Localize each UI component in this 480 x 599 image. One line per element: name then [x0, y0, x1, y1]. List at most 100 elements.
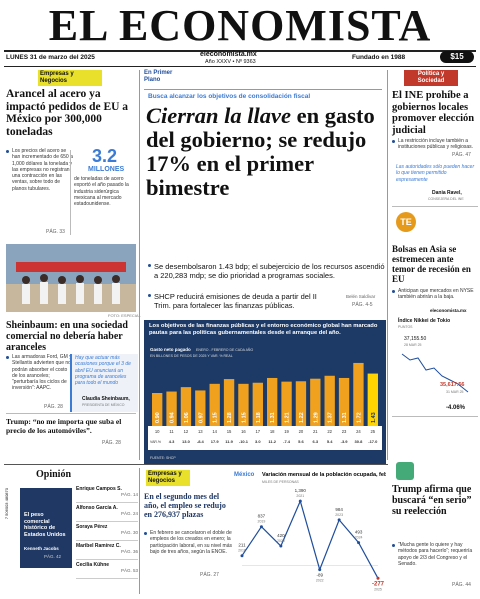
var-label: 17.9 [211, 439, 220, 444]
page-ref: PÁG. 53 [120, 568, 138, 573]
photo-credit: FOTO: ESPECIAL [108, 313, 141, 318]
rule [4, 66, 476, 67]
headline: En el segundo mes del año, el empleo se … [144, 492, 226, 519]
var-label: -17.0 [368, 439, 378, 444]
byline: Belén Saldívar [346, 294, 376, 299]
page-ref: PÁG. 14 [120, 492, 138, 497]
feature-author: Kenneth Jacobs [24, 546, 59, 551]
value-label: -89 [316, 573, 323, 578]
chart-unit: MILES DE PERSONAS [262, 480, 299, 484]
quote-author: Dania Ravel, [432, 190, 462, 196]
index-date: 28 MAR 25 [404, 343, 422, 347]
te-logo: TE [396, 212, 416, 232]
bar [223, 379, 235, 426]
headline: Trump afirma que buscará “en serio” su r… [392, 484, 472, 517]
logo [396, 462, 414, 480]
var-label: -8.4 [197, 439, 205, 444]
bullet: En febrero se cancelaron el doble de emp… [144, 530, 234, 555]
value-label: 211 [238, 543, 246, 548]
index-date: 31 MAR 25 [446, 390, 464, 394]
point [279, 544, 283, 548]
bar [180, 387, 192, 426]
section-tag: Política y Sociedad [404, 70, 458, 86]
x-tick-label: 23 [342, 429, 347, 434]
page-ref: PÁG. 42 [44, 554, 62, 559]
value-label: 1.37 [328, 412, 334, 423]
headline: Cierran la llave en gasto del gobierno; … [146, 104, 384, 200]
value-label: -277 [372, 581, 385, 587]
bullet: Las armadoras Ford, GM y Stellantis advi… [6, 354, 72, 392]
bullet: “Mucha gente lo quiere y hay métodos par… [392, 542, 480, 567]
point [318, 568, 322, 572]
price: $15 [440, 51, 474, 63]
feature-title: El peso comercial histórico de Estados U… [24, 512, 66, 538]
point [337, 518, 341, 522]
var-label: 30.8 [355, 439, 364, 444]
var-label: 11.9 [225, 439, 233, 444]
point [259, 525, 263, 529]
columnist: Maribel Ramírez C. PÁG. 36 [76, 543, 138, 560]
columnists: Enrique Campos S. PÁG. 14 Alfonso García A… [76, 486, 138, 581]
var-label: 11.2 [268, 439, 276, 444]
value-label: 1.15 [241, 412, 247, 423]
headline-rest: en gasto del gobierno; se redujo 17% en … [146, 103, 375, 200]
page-ref: PÁG. 4-5 [352, 302, 373, 308]
x-label: 2023 [335, 513, 343, 517]
chart-subtitle: Gasto neto pagado [150, 347, 191, 352]
page-ref: PÁG. 28 [44, 404, 63, 410]
headline-lead: Cierran la llave [146, 103, 291, 128]
section-tag: En Primer Plano [144, 70, 173, 83]
rule [387, 70, 388, 460]
brief: Trump: “no me importa que suba el precio… [6, 417, 122, 435]
page-ref: PÁG. 28 [102, 440, 121, 446]
chart-title: México [234, 472, 255, 478]
index-low: 35,617.56 [440, 382, 465, 388]
value-label: 0.94 [170, 411, 176, 423]
rule [144, 89, 382, 90]
value-label: 1.18 [256, 412, 262, 423]
barcode: 7 506003 480870 [4, 488, 9, 520]
issue: Año XXXV • Nº 9363 [205, 59, 256, 65]
chart-title-box: Los objetivos de las finanzas públicas y… [149, 323, 377, 336]
x-tick-label: 17 [255, 429, 260, 434]
kicker: Busca alcanzar los objetivos de consolid… [148, 93, 311, 100]
columnist: Enrique Campos S. PÁG. 14 [76, 486, 138, 503]
bar [166, 391, 177, 426]
x-tick-label: 12 [184, 429, 189, 434]
x-tick-label: 19 [284, 429, 289, 434]
headline: Arancel al acero ya impactó pedidos de E… [6, 88, 129, 138]
page-ref: PÁG. 30 [120, 530, 138, 535]
columnist-name: Cecilia Kühne [76, 562, 110, 568]
value-label: 0.90 [155, 412, 161, 423]
var-label: 5.4 [327, 439, 333, 444]
bar-chart: Los objetivos de las finanzas públicas y… [144, 320, 386, 464]
bar [353, 362, 364, 426]
point [240, 554, 244, 558]
page-ref: PÁG. 36 [120, 549, 138, 554]
x-tick-label: 22 [327, 429, 332, 434]
x-tick-label: 24 [356, 429, 361, 434]
x-tick-label: 14 [212, 429, 217, 434]
bar [209, 383, 220, 426]
masthead-title: EL ECONOMISTA [48, 1, 432, 50]
columnist: Soraya Pérez PÁG. 30 [76, 524, 138, 541]
x-label: 2024 [355, 536, 363, 540]
index-unit: PUNTOS [398, 325, 413, 329]
value-label: 1.06 [184, 412, 190, 423]
founded: Fundado en 1988 [352, 54, 406, 61]
bullet: Los precios del acero se han incrementad… [6, 148, 74, 192]
var-label: 5.6 [298, 439, 304, 444]
var-label: 3.0 [255, 439, 261, 444]
value-label: 1.22 [299, 412, 305, 423]
value-label: 984 [335, 507, 343, 512]
chart-subtitle: ENERO - FEBRERO DE CADA AÑO [196, 347, 253, 352]
bar [238, 383, 249, 426]
rule [392, 416, 478, 417]
bullet: La restricción incluye también a institu… [392, 138, 480, 151]
x-tick-label: 15 [227, 429, 232, 434]
chart-unit: EN BILLONES DE PESOS DE 2025 Y VAR. % RE… [150, 354, 233, 358]
point [376, 576, 380, 580]
value-label: 1.72 [356, 412, 362, 423]
stat-unit: MILLONES [88, 166, 125, 173]
line [241, 499, 379, 579]
